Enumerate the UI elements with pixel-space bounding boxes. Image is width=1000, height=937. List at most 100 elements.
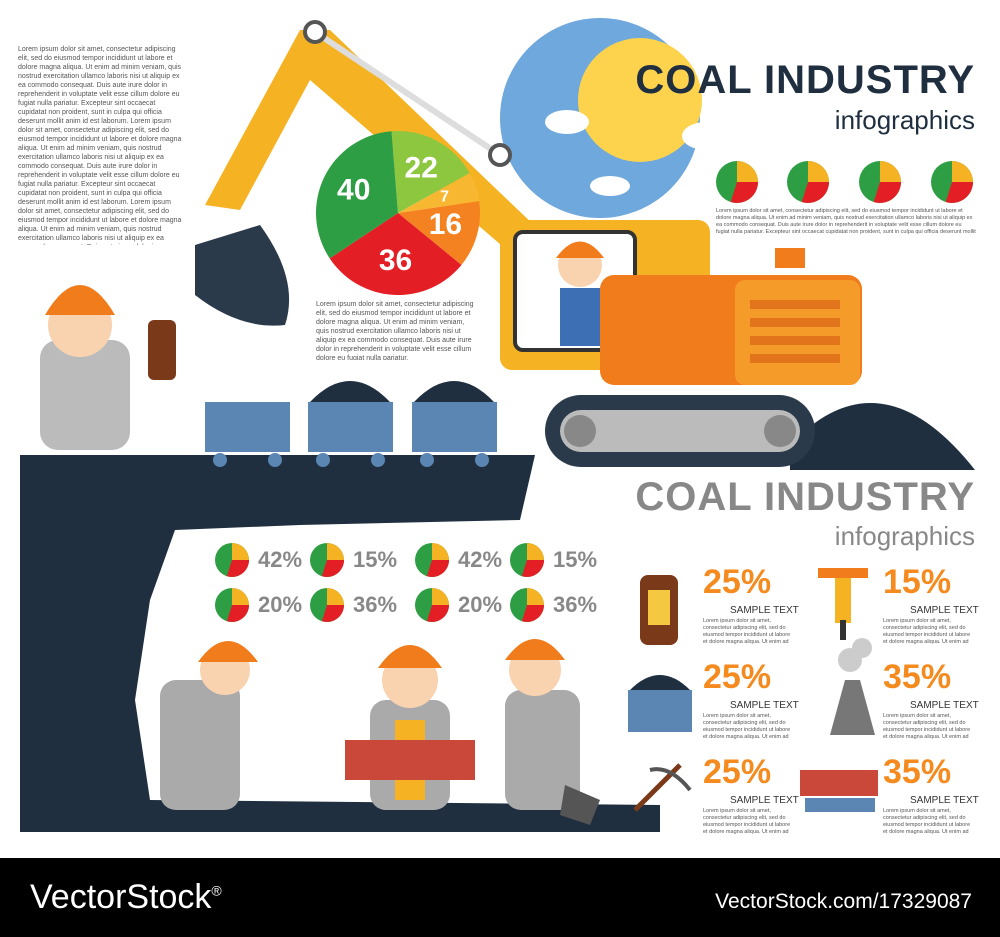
- decorative-pies: [215, 161, 973, 622]
- cave-miners: [160, 639, 600, 825]
- stat-text: Lorem ipsum dolor sit amet, consectetur …: [703, 713, 791, 740]
- joint: [488, 143, 512, 167]
- mini-pie-part: [873, 182, 901, 203]
- mini-pie-part: [521, 560, 544, 577]
- cave-stat: 42%: [258, 547, 303, 572]
- grille-slats: [750, 300, 840, 363]
- ground: [20, 455, 660, 832]
- mine-carts: [205, 381, 497, 467]
- mini-pie-part: [521, 605, 544, 622]
- cloud: [545, 110, 589, 134]
- mini-pie-part: [226, 605, 249, 622]
- mini-pie-part: [426, 560, 449, 577]
- pie-slice: [398, 201, 480, 265]
- pie-slice: [329, 213, 462, 295]
- intro-text: Lorem ipsum dolor sit amet, consectetur …: [18, 46, 182, 245]
- stat-caption: SAMPLE TEXT: [910, 605, 979, 616]
- stat-text: Lorem ipsum dolor sit amet, consectetur …: [883, 808, 971, 835]
- mini-pie-part: [327, 588, 344, 605]
- pie-chart: 227 16 36 40: [316, 130, 480, 295]
- cave-stat: 20%: [458, 592, 503, 617]
- pie-slice: [391, 130, 470, 213]
- mini-pie-part: [880, 161, 901, 182]
- stat-value: 25%: [703, 658, 772, 696]
- pie-label: 40: [337, 173, 370, 206]
- mini-pie-part: [808, 161, 829, 182]
- cloud: [590, 176, 630, 196]
- cave-stat: 20%: [258, 592, 303, 617]
- mini-pie-part: [952, 161, 973, 182]
- cave-stat: 15%: [553, 547, 598, 572]
- mini-pie-part: [232, 588, 249, 605]
- stat-caption: SAMPLE TEXT: [730, 605, 799, 616]
- track-inner: [560, 410, 800, 452]
- stat-icons: [628, 568, 878, 812]
- top-text: Lorem ipsum dolor sit amet, consectetur …: [716, 208, 976, 235]
- mini-pie-part: [321, 605, 344, 622]
- mini-pie-part: [945, 182, 973, 203]
- pie-slice: [316, 131, 398, 259]
- stat-caption: SAMPLE TEXT: [910, 795, 979, 806]
- exhaust: [775, 248, 805, 268]
- stat-text: Lorem ipsum dolor sit amet, consectetur …: [883, 618, 971, 645]
- pie-label: 22: [405, 152, 438, 185]
- mini-pie-part: [232, 543, 249, 560]
- bucket: [195, 225, 290, 326]
- mini-pie: [787, 161, 829, 203]
- stat-caption: SAMPLE TEXT: [730, 795, 799, 806]
- mini-pie: [310, 543, 344, 577]
- mini-pie-part: [801, 182, 829, 203]
- stat-value: 35%: [883, 658, 952, 696]
- miner: [40, 285, 176, 450]
- top-subtitle: infographics: [834, 105, 975, 135]
- wheel: [564, 415, 596, 447]
- cave-stat: 15%: [353, 547, 398, 572]
- pie-label: 36: [379, 244, 412, 277]
- mini-pie-part: [527, 543, 544, 560]
- pie-label: 16: [429, 208, 462, 241]
- stat-value: 35%: [883, 753, 952, 791]
- driver-helmet: [556, 241, 604, 258]
- sun: [578, 38, 702, 162]
- mini-pie-part: [321, 560, 344, 577]
- mini-pie-part: [730, 182, 758, 203]
- mini-pie: [415, 543, 449, 577]
- cave-stat: 36%: [353, 592, 398, 617]
- brand-name: VectorStock: [30, 878, 212, 916]
- stat-caption: SAMPLE TEXT: [730, 700, 799, 711]
- bottom-subtitle: infographics: [834, 521, 975, 551]
- driver-body: [560, 288, 602, 346]
- mini-pie: [415, 588, 449, 622]
- mini-pie-part: [432, 588, 449, 605]
- brand: VectorStock®: [30, 878, 222, 917]
- top-title: COAL INDUSTRY: [635, 58, 975, 102]
- mini-pie-part: [737, 161, 758, 182]
- mini-pie: [215, 588, 249, 622]
- mini-pie: [510, 543, 544, 577]
- footer: VectorStock® VectorStock.com/17329087: [0, 858, 1000, 937]
- hydraulic: [313, 29, 502, 158]
- mini-pie: [310, 588, 344, 622]
- engine-grille: [735, 280, 860, 385]
- mini-pie-part: [426, 605, 449, 622]
- mini-pie: [931, 161, 973, 203]
- pie-label: 7: [440, 188, 449, 205]
- mini-pie-part: [527, 588, 544, 605]
- cave-stat: 42%: [458, 547, 503, 572]
- stat-text: Lorem ipsum dolor sit amet, consectetur …: [703, 808, 791, 835]
- brand-mark: ®: [211, 882, 222, 899]
- cloud: [682, 122, 730, 150]
- stat-caption: SAMPLE TEXT: [910, 700, 979, 711]
- url: VectorStock.com/17329087: [715, 890, 972, 913]
- mini-pie-part: [226, 560, 249, 577]
- mini-pie-part: [327, 543, 344, 560]
- cave-stat: 36%: [553, 592, 598, 617]
- joint: [303, 20, 327, 44]
- stat-text: Lorem ipsum dolor sit amet, consectetur …: [883, 713, 971, 740]
- stat-value: 25%: [703, 753, 772, 791]
- stat-text: Lorem ipsum dolor sit amet, consectetur …: [703, 618, 791, 645]
- bottom-title: COAL INDUSTRY: [635, 475, 975, 519]
- mini-pie: [510, 588, 544, 622]
- coal-hill: [790, 403, 975, 470]
